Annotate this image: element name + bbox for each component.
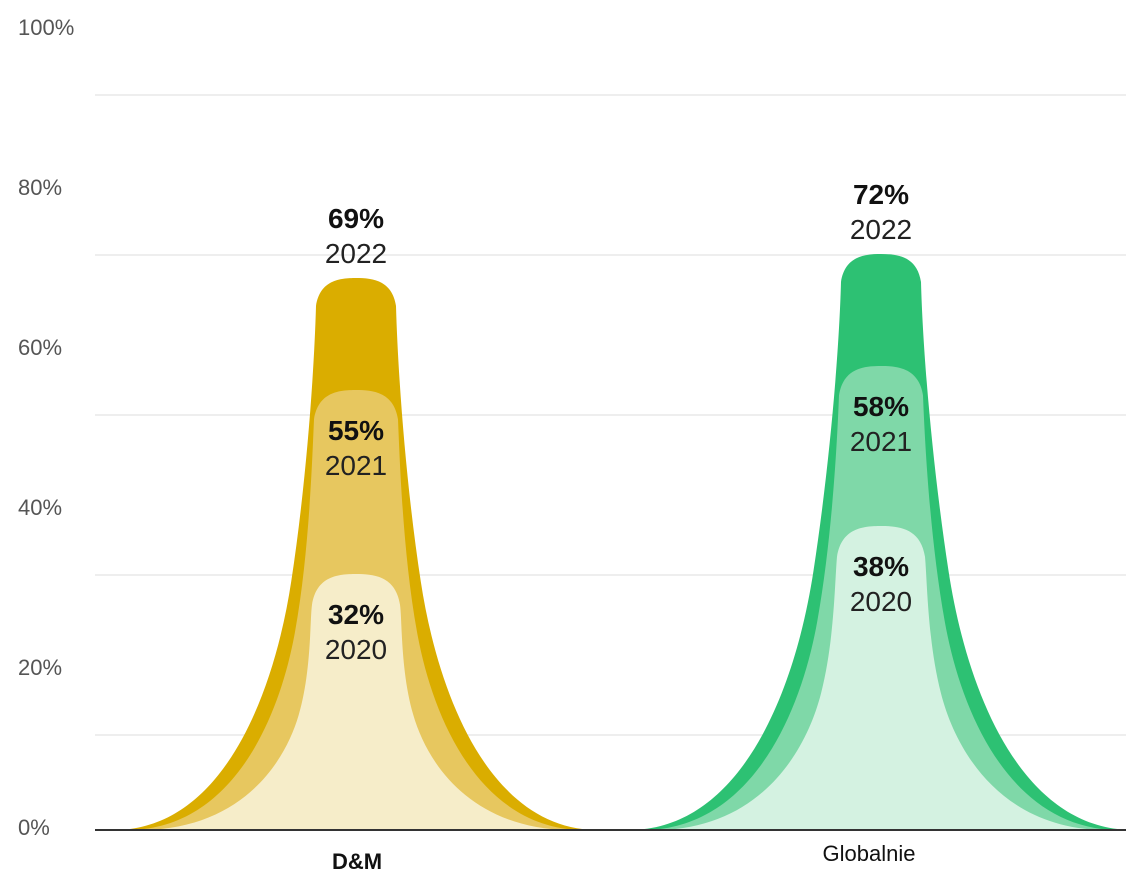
- year-label: 2020: [850, 586, 912, 617]
- value-label: 72%: [853, 179, 909, 210]
- peak-globalnie-2020: [659, 526, 1103, 830]
- y-tick-label: 80%: [18, 175, 62, 200]
- value-label: 58%: [853, 391, 909, 422]
- y-tick-label: 20%: [18, 655, 62, 680]
- y-tick-label: 60%: [18, 335, 62, 360]
- category-label-globalnie: Globalnie: [823, 841, 916, 866]
- value-label: 32%: [328, 599, 384, 630]
- year-label: 2022: [325, 238, 387, 269]
- value-label: 69%: [328, 203, 384, 234]
- year-label: 2021: [325, 450, 387, 481]
- y-tick-label: 0%: [18, 815, 50, 840]
- peak-areas: [116, 254, 1126, 830]
- peak-dm-2020: [144, 574, 568, 830]
- y-axis-ticks: 0% 20% 40% 60% 80% 100%: [18, 15, 74, 840]
- year-label: 2020: [325, 634, 387, 665]
- y-tick-label: 100%: [18, 15, 74, 40]
- year-label: 2021: [850, 426, 912, 457]
- y-tick-label: 40%: [18, 495, 62, 520]
- value-label: 38%: [853, 551, 909, 582]
- category-label-dm: D&M: [332, 849, 382, 873]
- value-labels: 69% 2022 55% 2021 32% 2020 72% 2022 58% 2021 38% 20…: [325, 179, 912, 665]
- gridlines: [95, 94, 1126, 736]
- value-label: 55%: [328, 415, 384, 446]
- year-label: 2022: [850, 214, 912, 245]
